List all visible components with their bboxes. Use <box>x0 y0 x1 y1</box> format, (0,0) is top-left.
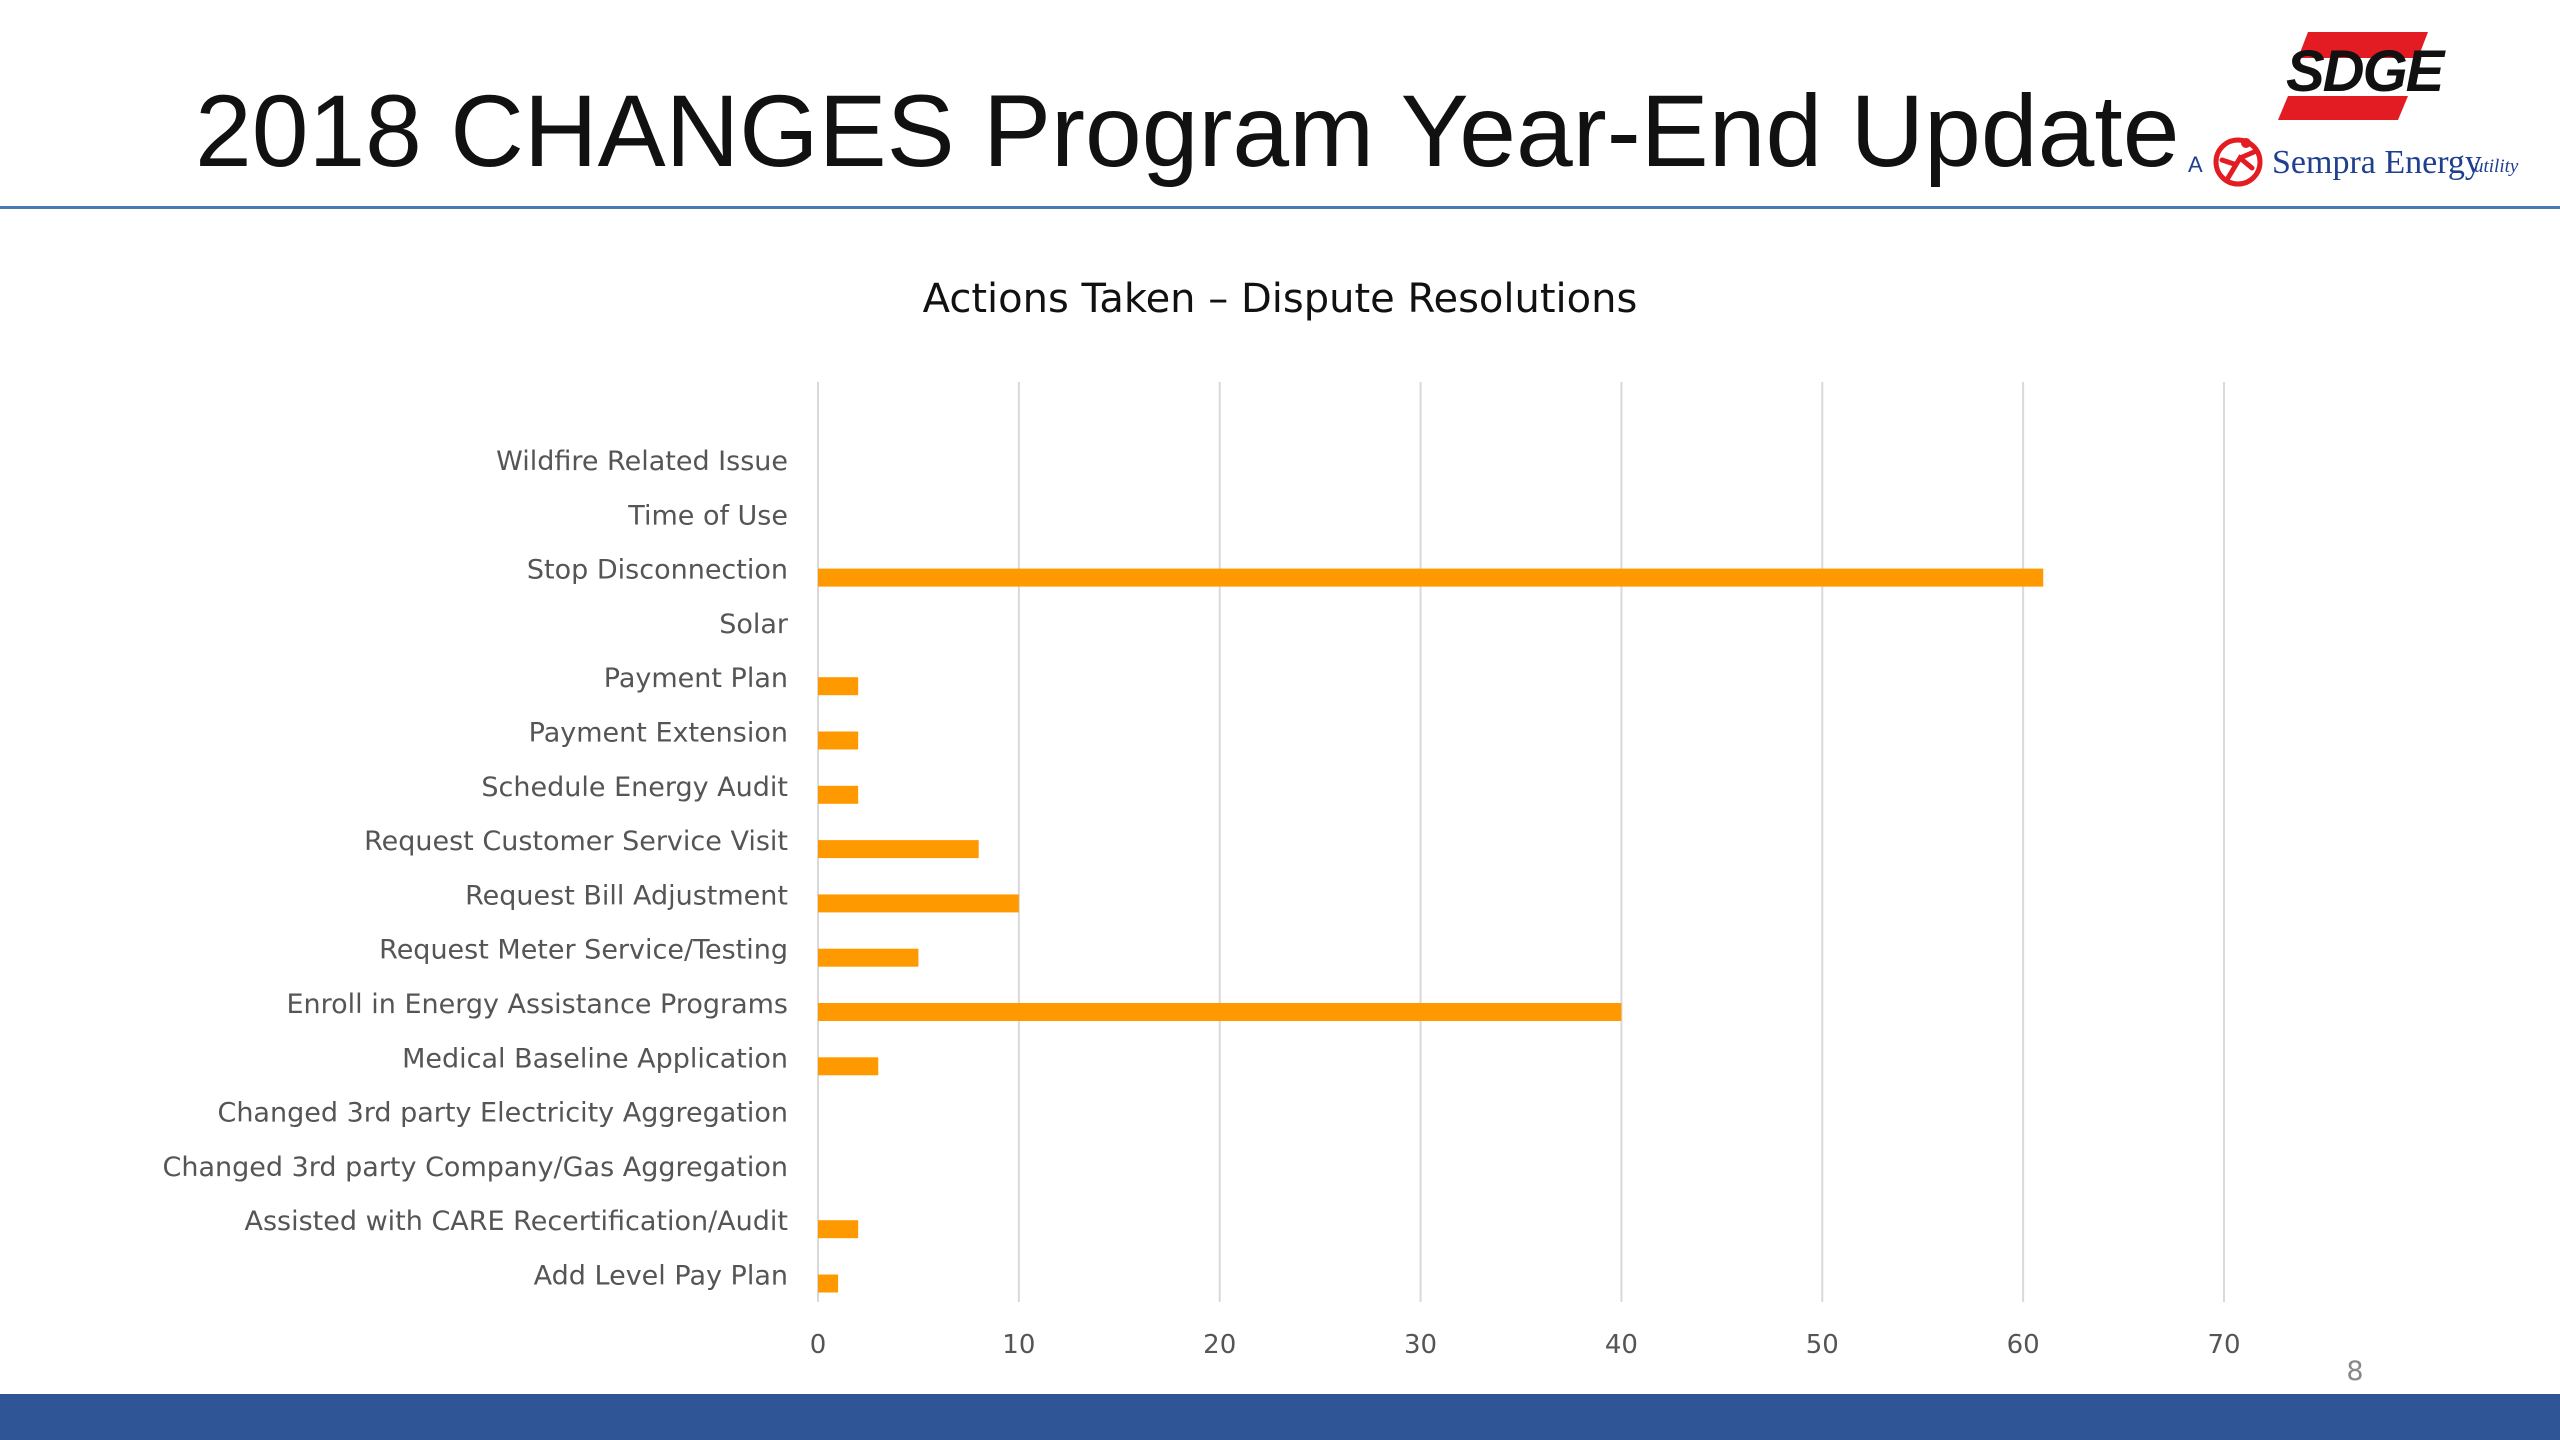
x-tick-label-0: 0 <box>810 1330 827 1360</box>
chart-title: Actions Taken – Dispute Resolutions <box>922 276 1638 322</box>
sempra-runner-icon <box>2213 137 2263 187</box>
sempra-utility-label: utility <box>2474 156 2519 177</box>
bar <box>818 948 919 967</box>
category-label: Schedule Energy Audit <box>481 772 788 803</box>
bar <box>818 894 1019 913</box>
category-label: Solar <box>719 609 789 640</box>
bar <box>818 568 2044 587</box>
slide-title: 2018 CHANGES Program Year-End Update <box>195 74 2180 188</box>
bar <box>818 1003 1622 1021</box>
chart-category-labels: Wildfire Related Issue Time of Use Stop Di… <box>163 446 789 1292</box>
x-tick-label-50: 50 <box>1806 1330 1839 1360</box>
bar <box>818 1220 859 1239</box>
category-label: Changed 3rd party Company/Gas Aggregatio… <box>163 1152 788 1183</box>
category-label: Payment Extension <box>529 718 788 749</box>
bar <box>818 1057 879 1076</box>
sempra-company-name: Sempra Energy <box>2272 144 2482 181</box>
category-label: Stop Disconnection <box>527 555 788 586</box>
category-label: Payment Plan <box>604 663 788 694</box>
x-tick-label-30: 30 <box>1404 1330 1437 1360</box>
sempra-prefix: A <box>2188 152 2203 177</box>
category-label: Request Bill Adjustment <box>465 880 788 911</box>
category-label: Assisted with CARE Recertification/Audit <box>244 1206 788 1237</box>
category-label: Changed 3rd party Electricity Aggregatio… <box>217 1098 788 1129</box>
category-label: Medical Baseline Application <box>402 1043 788 1074</box>
bar-chart: Wildfire Related Issue Time of Use Stop Di… <box>163 382 2241 1360</box>
sdge-logo-mark <box>2278 32 2428 120</box>
bar <box>818 731 859 750</box>
title-divider <box>0 206 2560 209</box>
sdge-logo-text: SDGE <box>2286 39 2444 104</box>
x-tick-label-70: 70 <box>2207 1330 2240 1360</box>
chart-x-axis-ticks: 0 10 20 30 40 50 60 70 <box>810 1330 2241 1360</box>
page-number: 8 <box>2346 1356 2364 1387</box>
category-label: Request Meter Service/Testing <box>379 935 788 966</box>
x-tick-label-20: 20 <box>1203 1330 1236 1360</box>
category-label: Time of Use <box>627 500 788 531</box>
bar <box>818 1274 839 1293</box>
x-tick-label-40: 40 <box>1605 1330 1638 1360</box>
sdge-logo: SDGE A Sempra Energy utility <box>2180 18 2540 190</box>
bar <box>818 840 979 859</box>
chart-bars <box>818 568 2044 1293</box>
category-label: Wildfire Related Issue <box>496 446 788 477</box>
footer-bar <box>0 1394 2560 1440</box>
category-label: Request Customer Service Visit <box>364 826 788 857</box>
bar <box>818 785 859 804</box>
category-label: Enroll in Energy Assistance Programs <box>286 989 788 1020</box>
x-tick-label-60: 60 <box>2007 1330 2040 1360</box>
bar <box>818 677 859 696</box>
category-label: Add Level Pay Plan <box>534 1261 788 1292</box>
x-tick-label-10: 10 <box>1002 1330 1035 1360</box>
chart-gridlines <box>817 382 2225 1302</box>
